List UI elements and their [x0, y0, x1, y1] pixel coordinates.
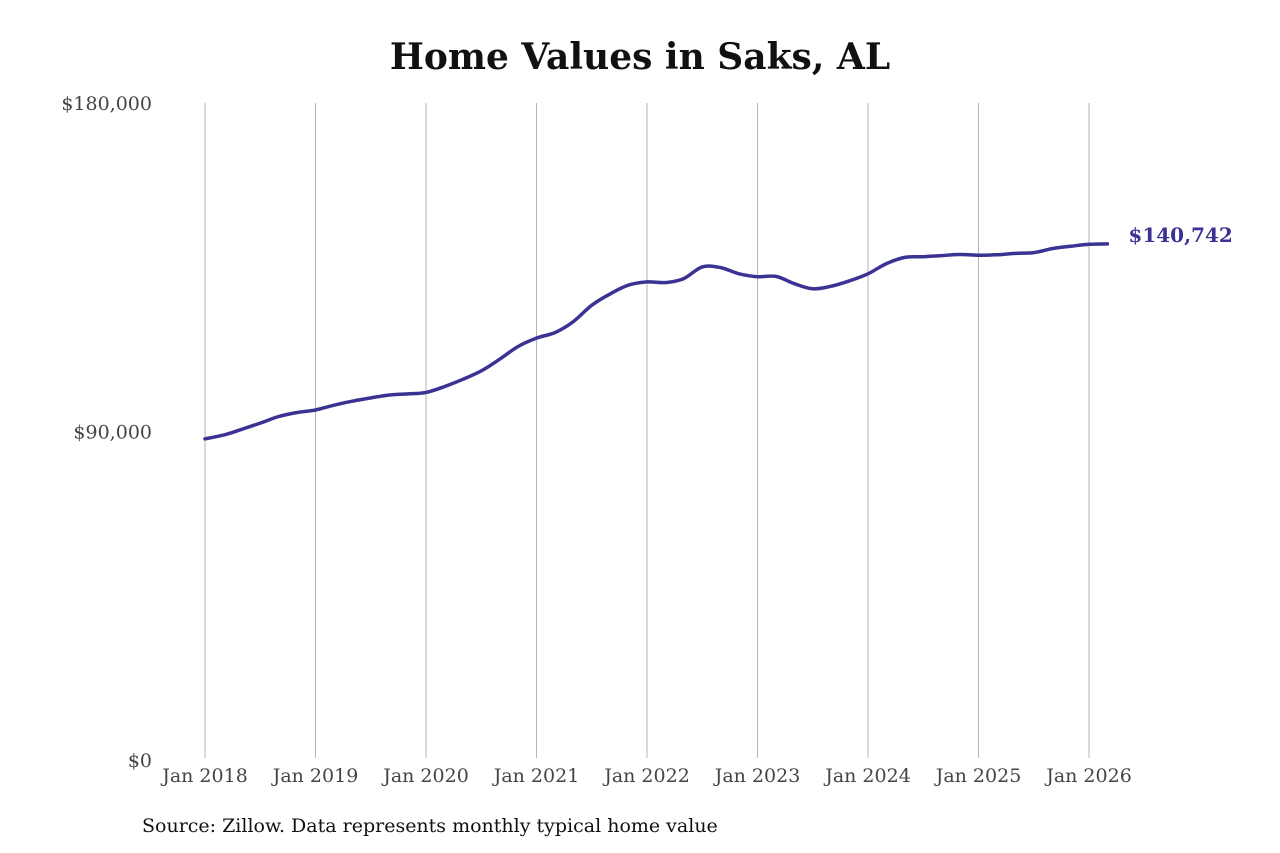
- series-layer: [203, 242, 1110, 441]
- end-value-label: $140,742: [1128, 223, 1232, 247]
- x-tick-label: Jan 2023: [713, 765, 801, 787]
- x-tick-label: Jan 2024: [823, 765, 911, 787]
- series-line: [203, 242, 1110, 441]
- x-tick-label: Jan 2026: [1044, 765, 1132, 787]
- y-tick-label: $180,000: [61, 93, 152, 115]
- y-axis-ticks: $0 $90,000 $180,000: [61, 93, 152, 772]
- chart-title: Home Values in Saks, AL: [389, 36, 891, 78]
- x-tick-label: Jan 2022: [602, 765, 690, 787]
- annotation-layer: $140,742: [1128, 223, 1232, 247]
- y-tick-label: $0: [128, 750, 152, 772]
- x-tick-label: Jan 2020: [381, 765, 469, 787]
- x-tick-label: Jan 2018: [160, 765, 248, 787]
- source-note: Source: Zillow. Data represents monthly …: [142, 815, 718, 837]
- x-tick-label: Jan 2025: [934, 765, 1022, 787]
- y-tick-label: $90,000: [73, 422, 152, 444]
- x-tick-label: Jan 2019: [271, 765, 359, 787]
- x-axis-ticks: Jan 2018 Jan 2019 Jan 2020 Jan 2021 Jan 2022…: [160, 765, 1132, 787]
- x-tick-label: Jan 2021: [492, 765, 580, 787]
- grid-lines: [204, 103, 1090, 758]
